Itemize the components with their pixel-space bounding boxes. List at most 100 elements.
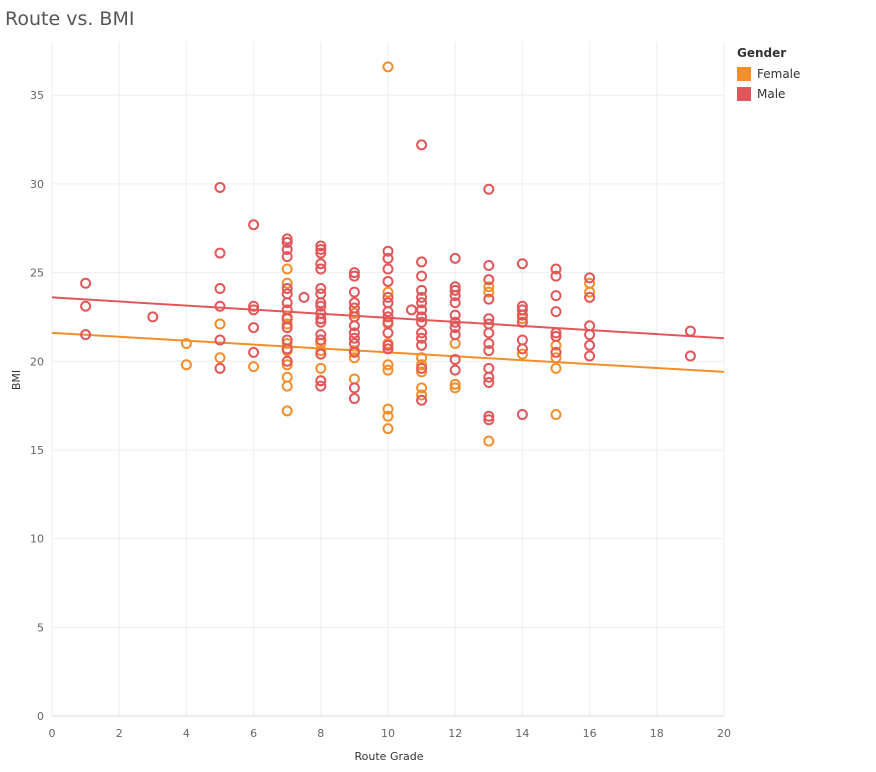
data-point-male[interactable]: [449, 290, 461, 302]
data-point-male[interactable]: [416, 304, 428, 316]
data-point-male[interactable]: [416, 284, 428, 296]
data-point-male[interactable]: [584, 339, 596, 351]
data-point-female[interactable]: [281, 338, 293, 350]
data-point-male[interactable]: [348, 332, 360, 344]
data-point-male[interactable]: [248, 346, 260, 358]
data-point-male[interactable]: [281, 355, 293, 367]
data-point-male[interactable]: [315, 297, 327, 309]
data-point-male[interactable]: [315, 300, 327, 312]
data-point-male[interactable]: [449, 364, 461, 376]
data-point-male[interactable]: [449, 329, 461, 341]
data-point-male[interactable]: [684, 325, 696, 337]
data-point-male[interactable]: [416, 139, 428, 151]
data-point-male[interactable]: [248, 219, 260, 231]
data-point-male[interactable]: [281, 283, 293, 295]
data-point-female[interactable]: [382, 359, 394, 371]
data-point-male[interactable]: [416, 311, 428, 323]
data-point-male[interactable]: [315, 348, 327, 360]
data-point-male[interactable]: [298, 291, 310, 303]
data-point-male[interactable]: [483, 345, 495, 357]
data-point-male[interactable]: [147, 311, 159, 323]
data-point-male[interactable]: [348, 393, 360, 405]
data-point-male[interactable]: [281, 297, 293, 309]
data-point-female[interactable]: [449, 382, 461, 394]
data-point-male[interactable]: [550, 306, 562, 318]
data-point-male[interactable]: [248, 322, 260, 334]
legend-item-female[interactable]: Female: [737, 64, 800, 84]
data-point-female[interactable]: [416, 366, 428, 378]
data-point-female[interactable]: [180, 338, 192, 350]
data-point-male[interactable]: [315, 240, 327, 252]
data-point-male[interactable]: [483, 327, 495, 339]
data-point-male[interactable]: [416, 327, 428, 339]
data-point-male[interactable]: [382, 316, 394, 328]
data-point-male[interactable]: [248, 304, 260, 316]
data-point-male[interactable]: [348, 382, 360, 394]
data-point-male[interactable]: [584, 272, 596, 284]
data-point-male[interactable]: [382, 339, 394, 351]
data-point-female[interactable]: [281, 263, 293, 275]
data-point-male[interactable]: [315, 263, 327, 275]
data-point-female[interactable]: [449, 378, 461, 390]
data-point-male[interactable]: [449, 252, 461, 264]
data-point-female[interactable]: [281, 371, 293, 383]
data-point-male[interactable]: [516, 316, 528, 328]
data-point-male[interactable]: [281, 322, 293, 334]
data-point-male[interactable]: [214, 300, 226, 312]
data-point-male[interactable]: [449, 309, 461, 321]
data-point-female[interactable]: [281, 380, 293, 392]
data-point-male[interactable]: [483, 410, 495, 422]
data-point-male[interactable]: [348, 297, 360, 309]
data-point-male[interactable]: [550, 327, 562, 339]
data-point-female[interactable]: [214, 352, 226, 364]
data-point-female[interactable]: [550, 408, 562, 420]
data-point-male[interactable]: [214, 362, 226, 374]
data-point-female[interactable]: [483, 435, 495, 447]
data-point-male[interactable]: [483, 338, 495, 350]
data-point-male[interactable]: [449, 284, 461, 296]
data-point-male[interactable]: [483, 293, 495, 305]
data-point-male[interactable]: [382, 343, 394, 355]
data-point-male[interactable]: [449, 353, 461, 365]
data-point-male[interactable]: [416, 362, 428, 374]
data-point-male[interactable]: [483, 183, 495, 195]
data-point-female[interactable]: [516, 348, 528, 360]
data-point-female[interactable]: [382, 423, 394, 435]
data-point-female[interactable]: [315, 345, 327, 357]
data-point-male[interactable]: [214, 334, 226, 346]
data-point-male[interactable]: [550, 290, 562, 302]
data-point-female[interactable]: [281, 405, 293, 417]
data-point-female[interactable]: [348, 373, 360, 385]
data-point-female[interactable]: [416, 382, 428, 394]
data-point-male[interactable]: [80, 300, 92, 312]
data-point-male[interactable]: [248, 300, 260, 312]
data-point-male[interactable]: [382, 245, 394, 257]
data-point-male[interactable]: [281, 343, 293, 355]
data-point-male[interactable]: [550, 330, 562, 342]
data-point-female[interactable]: [315, 362, 327, 374]
data-point-male[interactable]: [382, 252, 394, 264]
data-point-male[interactable]: [483, 414, 495, 426]
data-point-male[interactable]: [382, 291, 394, 303]
data-point-male[interactable]: [348, 320, 360, 332]
data-point-female[interactable]: [550, 362, 562, 374]
data-point-female[interactable]: [281, 277, 293, 289]
data-point-female[interactable]: [214, 318, 226, 330]
data-point-male[interactable]: [416, 291, 428, 303]
data-point-male[interactable]: [348, 267, 360, 279]
data-point-male[interactable]: [483, 313, 495, 325]
data-point-male[interactable]: [382, 327, 394, 339]
data-point-male[interactable]: [214, 181, 226, 193]
data-point-male[interactable]: [406, 304, 418, 316]
data-point-male[interactable]: [416, 332, 428, 344]
data-point-male[interactable]: [348, 327, 360, 339]
data-point-male[interactable]: [315, 313, 327, 325]
data-point-female[interactable]: [483, 286, 495, 298]
data-point-male[interactable]: [315, 316, 327, 328]
data-point-female[interactable]: [382, 410, 394, 422]
data-point-female[interactable]: [382, 286, 394, 298]
data-point-male[interactable]: [516, 343, 528, 355]
data-point-male[interactable]: [281, 251, 293, 263]
data-point-male[interactable]: [416, 316, 428, 328]
data-point-male[interactable]: [315, 247, 327, 259]
